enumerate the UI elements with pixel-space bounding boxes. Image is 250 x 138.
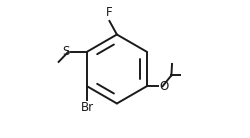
Text: Br: Br (80, 101, 94, 114)
Text: F: F (106, 6, 112, 19)
Text: S: S (63, 45, 70, 58)
Text: O: O (159, 80, 168, 93)
